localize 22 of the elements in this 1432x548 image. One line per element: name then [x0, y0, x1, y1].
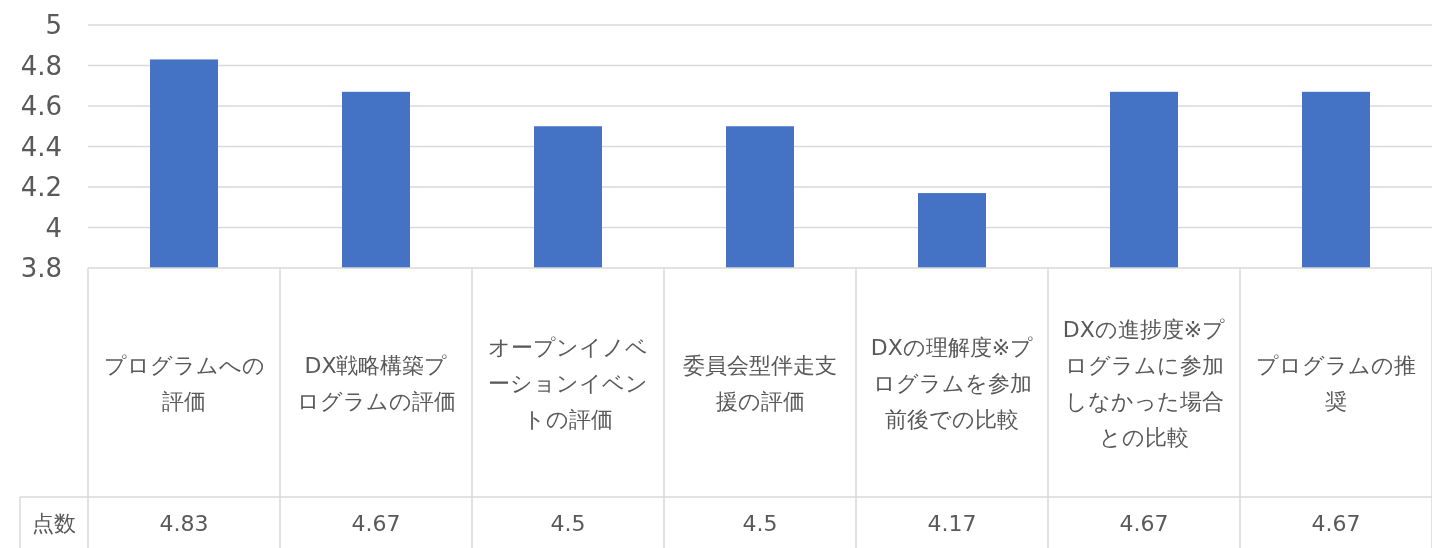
y-tick-label: 5 [45, 10, 62, 40]
y-tick-label: 4.8 [20, 50, 62, 81]
y-tick-label: 4.4 [20, 131, 62, 162]
data-label: 4.5 [742, 511, 778, 536]
x-tick-label: DX戦略構築プログラムの評価 [296, 352, 456, 414]
x-tick-label: DXの理解度※プログラムを参加前後での比較 [870, 334, 1034, 432]
data-label: 4.5 [550, 511, 586, 536]
x-tick-label: プログラムの推奨 [1256, 352, 1416, 414]
y-tick-label: 4.2 [20, 172, 62, 202]
x-tick-label: 委員会型伴走支援の評価 [683, 352, 837, 414]
x-tick-label: プログラムへの評価 [103, 352, 265, 414]
y-tick-label: 4 [45, 212, 62, 243]
data-label: 4.17 [927, 511, 977, 536]
data-label: 4.67 [1119, 511, 1169, 536]
data-label: 4.83 [159, 511, 209, 536]
data-label: 4.67 [1311, 511, 1361, 536]
y-tick-label: 3.8 [20, 253, 62, 283]
x-tick-label: オープンイノベーションイベントの評価 [488, 334, 648, 432]
text: 点数 [32, 511, 76, 536]
data-label: 4.67 [351, 511, 401, 536]
x-tick-label: DXの進捗度※プログラムに参加しなかった場合との比較 [1062, 316, 1226, 450]
y-tick-label: 4.6 [20, 91, 62, 121]
